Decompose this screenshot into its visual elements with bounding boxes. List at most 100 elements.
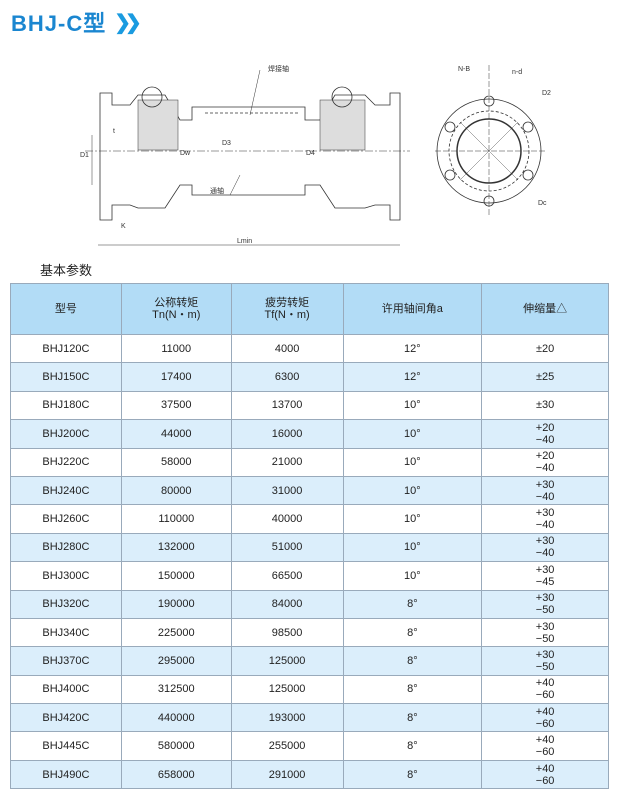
column-header: 伸缩量△ [481,283,609,335]
label-through-shaft: 通轴 [210,186,224,195]
header-text: Tn(N・m) [152,309,201,321]
table-row: BHJ340C 225000 98500 8° +30 −50 [10,617,609,648]
table-cell: BHJ420C [10,703,122,733]
table-cell: BHJ445C [10,731,122,761]
double-chevron-right-icon: ❯❯ [114,11,141,34]
table-cell: +30 −40 [481,532,609,563]
table-cell: +30 −40 [481,475,609,506]
table-cell: 125000 [230,674,344,705]
table-cell: 225000 [120,617,232,648]
table-cell: 10° [342,561,483,591]
table-cell: ±20 [481,333,609,364]
table-cell: 10° [342,475,483,506]
table-cell: 190000 [120,589,232,619]
table-cell: 150000 [120,561,232,591]
table-cell: +30 −45 [481,561,609,591]
label-d4: D4 [306,150,315,157]
table-cell: 125000 [230,646,344,676]
coupling-drawing: 焊接轴 通轴 D1 t Dw D3 D4 K Lmin N-B n-d D2 D… [80,64,551,246]
page-title: BHJ-C型 ❯❯ [11,6,142,38]
table-cell: +30 −40 [481,504,609,534]
table-row: BHJ400C 312500 125000 8° +40 −60 [10,674,609,705]
table-cell: BHJ240C [10,475,122,506]
table-cell: 12° [342,362,483,392]
table-cell: 10° [342,447,483,477]
table-cell: BHJ200C [10,419,122,449]
table-cell: 255000 [230,731,344,761]
table-cell: 84000 [230,589,344,619]
table-cell: +20 −40 [481,447,609,477]
column-header: 许用轴间角a [342,283,483,335]
table-cell: BHJ220C [10,447,122,477]
table-cell: 110000 [120,504,232,534]
label-d1: D1 [80,152,89,159]
table-cell: 17400 [120,362,232,392]
table-cell: 21000 [230,447,344,477]
table-cell: 16000 [230,419,344,449]
column-header: 疲劳转矩 Tf(N・m) [230,283,344,335]
table-cell: 8° [342,589,483,619]
table-cell: 6300 [230,362,344,392]
table-row: BHJ420C 440000 193000 8° +40 −60 [10,703,609,733]
table-cell: 8° [342,759,483,789]
table-cell: 13700 [230,390,344,421]
label-k: K [121,223,126,230]
label-weld-shaft: 焊接轴 [268,64,289,73]
table-row: BHJ240C 80000 31000 10° +30 −40 [10,475,609,506]
label-d3: D3 [222,140,231,147]
table-cell: 10° [342,390,483,421]
table-cell: 44000 [120,419,232,449]
table-cell: 11000 [120,333,232,364]
table-cell: 580000 [120,731,232,761]
table-cell: 312500 [120,674,232,705]
parameter-table: 型号 公称转矩 Tn(N・m) 疲劳转矩 Tf(N・m) 许用轴间角a 伸缩量△ BHJ12… [10,283,609,789]
table-cell: 8° [342,617,483,648]
table-cell: +40 −60 [481,731,609,761]
table-cell: +30 −50 [481,646,609,676]
table-cell: +20 −40 [481,419,609,449]
table-cell: 98500 [230,617,344,648]
header-text: 许用轴间角a [381,303,443,315]
table-cell: 40000 [230,504,344,534]
header-text: Tf(N・m) [264,309,310,321]
table-cell: 8° [342,703,483,733]
table-cell: 66500 [230,561,344,591]
label-d2: D2 [542,90,551,97]
table-cell: +40 −60 [481,703,609,733]
table-row: BHJ280C 132000 51000 10° +30 −40 [10,532,609,563]
table-row: BHJ150C 17400 6300 12° ±25 [10,362,609,392]
table-row: BHJ120C 11000 4000 12° ±20 [10,333,609,364]
table-cell: +40 −60 [481,759,609,789]
table-cell: 132000 [120,532,232,563]
table-row: BHJ300C 150000 66500 10° +30 −45 [10,561,609,591]
section-title: 基本参数 [40,263,93,278]
table-row: BHJ445C 580000 255000 8° +40 −60 [10,731,609,761]
table-row: BHJ220C 58000 21000 10° +20 −40 [10,447,609,477]
table-cell: 440000 [120,703,232,733]
header-text: 伸缩量△ [523,303,568,315]
table-cell: 37500 [120,390,232,421]
table-cell: +30 −50 [481,617,609,648]
label-lmin: Lmin [237,238,252,245]
end-view [435,65,545,215]
table-header-row: 型号 公称转矩 Tn(N・m) 疲劳转矩 Tf(N・m) 许用轴间角a 伸缩量△ [10,283,609,335]
table-row: BHJ490C 658000 291000 8° +40 −60 [10,759,609,789]
table-cell: ±25 [481,362,609,392]
table-cell: BHJ490C [10,759,122,789]
table-cell: BHJ300C [10,561,122,591]
table-cell: 10° [342,504,483,534]
label-dc: Dc [538,200,547,207]
table-cell: +40 −60 [481,674,609,705]
table-cell: 58000 [120,447,232,477]
table-cell: 658000 [120,759,232,789]
table-row: BHJ260C 110000 40000 10° +30 −40 [10,504,609,534]
table-cell: ±30 [481,390,609,421]
table-cell: 8° [342,646,483,676]
label-nd: n-d [512,69,522,76]
table-cell: 193000 [230,703,344,733]
column-header: 型号 [10,283,122,335]
table-cell: BHJ320C [10,589,122,619]
table-cell: 10° [342,532,483,563]
table-cell: 10° [342,419,483,449]
table-cell: BHJ180C [10,390,122,421]
